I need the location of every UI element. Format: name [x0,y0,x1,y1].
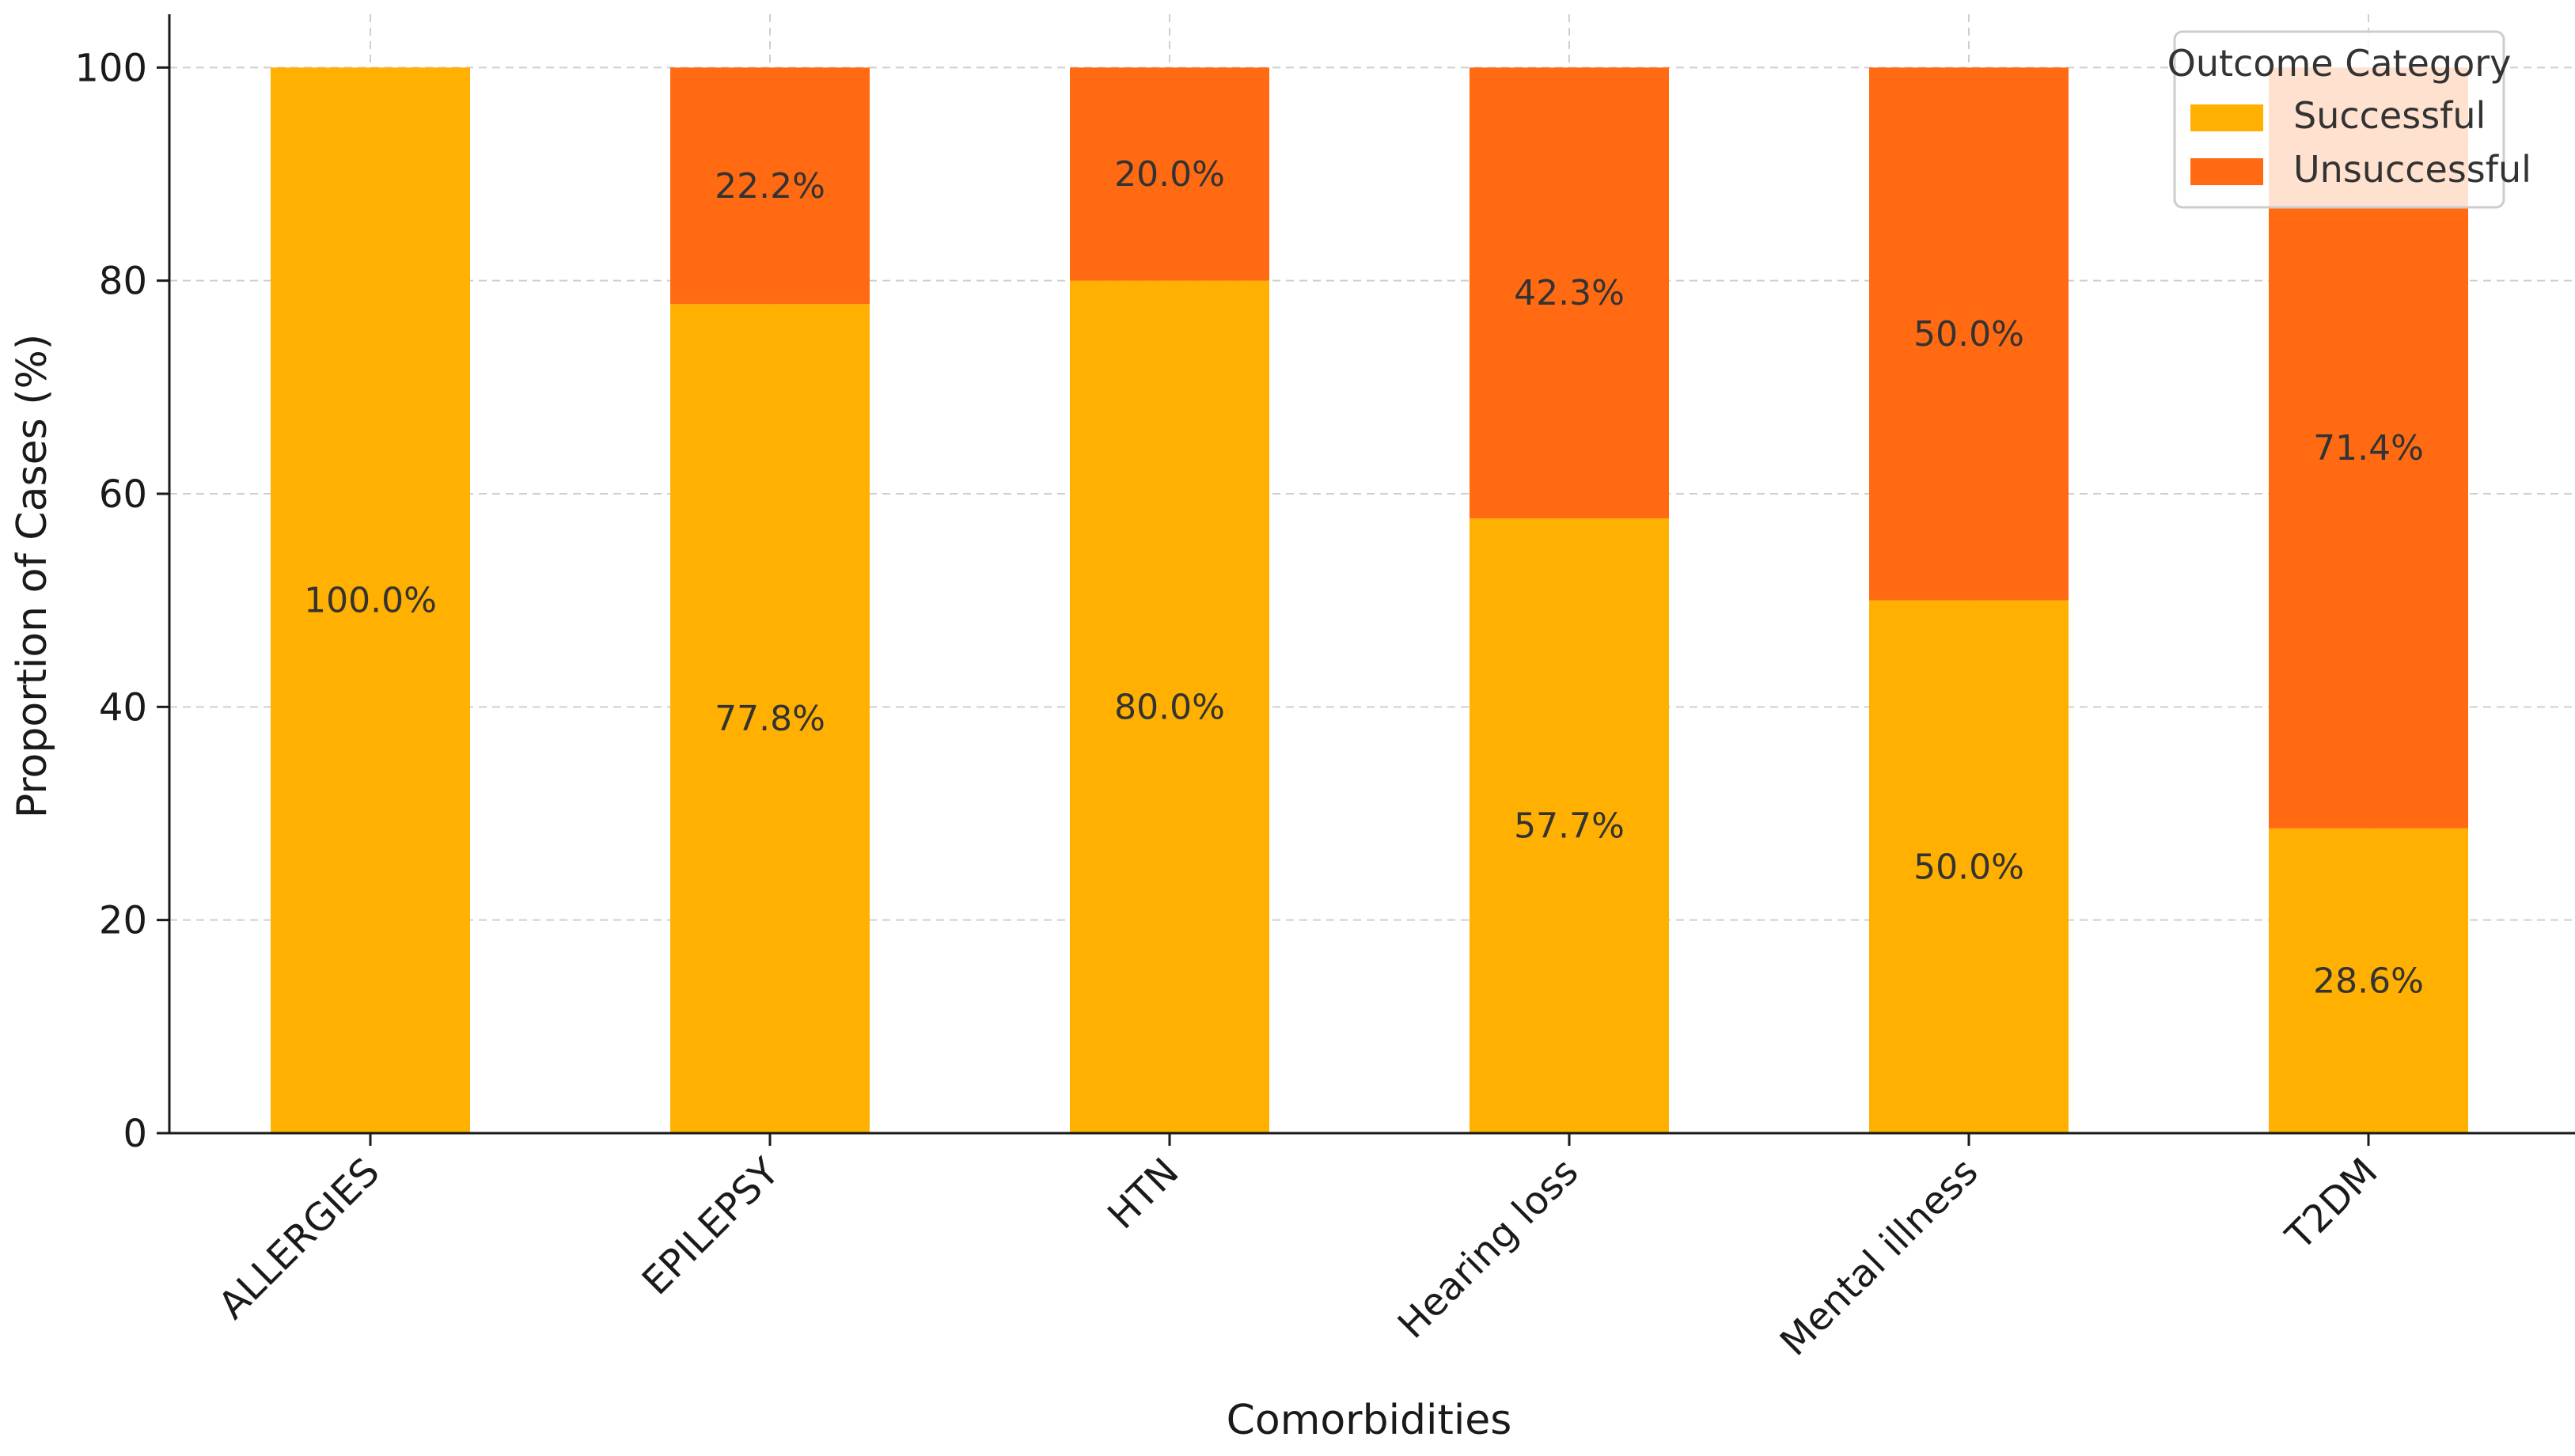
data-label: 57.7% [1514,806,1625,846]
data-labels-layer: 100.0% 77.8% 22.2% 80.0% 20.0% 57.7% 42.3% 50.0… [304,154,2424,1001]
legend-swatch-successful [2190,104,2263,131]
bars-layer [271,67,2468,1134]
bar-successful-epilepsy[interactable] [670,304,870,1133]
legend-item-unsuccessful[interactable]: Unsuccessful [2293,148,2531,191]
bar-unsuccessful-hearing-loss[interactable] [1470,67,1669,518]
x-tick-label: HTN [1099,1150,1187,1238]
y-tick-label: 100 [74,46,147,90]
y-tick-label: 20 [99,899,147,943]
y-tick-label: 80 [99,260,147,304]
bar-successful-allergies[interactable] [271,67,470,1133]
legend-item-successful[interactable]: Successful [2293,94,2486,137]
x-tick-label: T2DM [2277,1150,2386,1259]
x-tick-label: Mental illness [1772,1150,1987,1365]
y-tick-label: 40 [99,685,147,730]
bar-successful-t2dm[interactable] [2269,828,2468,1133]
bar-successful-hearing-loss[interactable] [1470,518,1669,1133]
y-axis-title: Proportion of Cases (%) [9,334,56,818]
bar-unsuccessful-htn[interactable] [1070,67,1269,281]
data-label: 28.6% [2313,961,2424,1001]
data-label: 42.3% [1514,273,1625,313]
y-tick-label: 60 [99,472,147,517]
data-label: 80.0% [1114,687,1225,727]
x-tick-label: Hearing loss [1390,1150,1587,1348]
data-label: 22.2% [715,166,825,207]
bar-unsuccessful-epilepsy[interactable] [670,67,870,305]
data-label: 50.0% [1913,847,2024,887]
x-axis-title: Comorbidities [1227,1397,1512,1444]
x-tick-label: ALLERGIES [210,1150,389,1328]
legend-title: Outcome Category [2167,42,2512,85]
data-label: 50.0% [1913,314,2024,355]
x-tick-label: EPILEPSY [634,1149,788,1303]
bar-successful-htn[interactable] [1070,280,1269,1134]
data-label: 77.8% [715,699,825,739]
legend-swatch-unsuccessful [2190,158,2263,185]
bar-unsuccessful-mental-illness[interactable] [1869,67,2069,601]
y-tick-label: 0 [123,1112,147,1156]
bar-successful-mental-illness[interactable] [1869,600,2069,1133]
data-label: 20.0% [1114,154,1225,195]
data-label: 100.0% [304,581,437,621]
data-label: 71.4% [2313,428,2424,468]
legend[interactable]: Outcome Category Successful Unsuccessful [2167,30,2531,209]
